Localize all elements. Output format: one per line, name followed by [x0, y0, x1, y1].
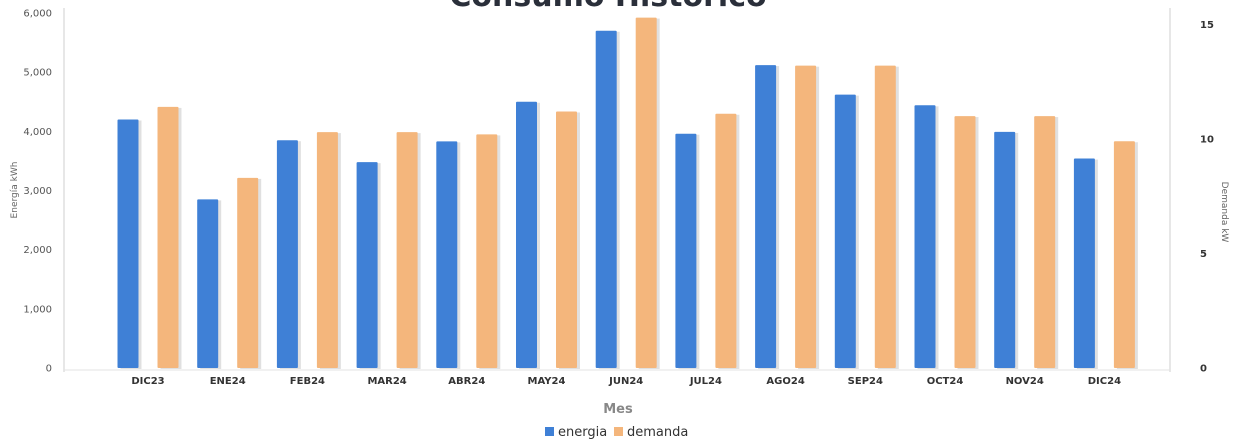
bar-energia — [914, 105, 936, 369]
bar-demanda — [396, 132, 418, 368]
bar-energia — [595, 30, 617, 368]
bar-demanda — [157, 106, 179, 368]
y-tick-label: 5,000 — [23, 68, 52, 79]
x-axis-label: Mes — [603, 402, 633, 417]
bar-energia — [994, 131, 1016, 368]
legend-label-energia: energia — [558, 425, 607, 440]
y-axis-label: Energía kWh — [10, 162, 20, 219]
x-tick-label: SEP24 — [848, 376, 883, 387]
bar-demanda — [1034, 116, 1056, 368]
bar-energia — [197, 199, 219, 368]
x-tick-label: MAY24 — [528, 376, 566, 387]
x-tick-label: DIC24 — [1088, 376, 1121, 387]
legend: energia demanda — [545, 425, 688, 440]
x-tick-label: DIC23 — [131, 376, 164, 387]
bar-demanda — [715, 113, 737, 368]
bar-energia — [675, 133, 697, 368]
x-tick-label: AGO24 — [766, 376, 804, 387]
bar-demanda — [556, 111, 577, 368]
bar-energia — [276, 140, 298, 368]
y-tick-label: 6,000 — [23, 9, 52, 20]
x-tick-label: JUN24 — [608, 376, 643, 387]
category-labels: DIC23 ENE24 FEB24 MAR24 ABR24 MAY24 JUN24 JUL24… — [131, 376, 1121, 387]
x-tick-label: OCT24 — [927, 376, 964, 387]
bar-energia — [436, 141, 458, 368]
y-tick-label: 3,000 — [23, 186, 52, 197]
x-tick-label: ABR24 — [448, 376, 485, 387]
y2-tick-label: 10 — [1200, 134, 1214, 145]
y-tick-label: 4,000 — [23, 127, 52, 138]
y2-tick-label: 0 — [1200, 364, 1207, 375]
bar-demanda — [1113, 141, 1135, 368]
legend-swatch-energia — [545, 427, 554, 436]
bar-demanda — [795, 65, 817, 368]
bar-energia — [1073, 158, 1095, 368]
bar-energia — [117, 119, 139, 368]
legend-label-demanda: demanda — [627, 425, 688, 440]
y2-axis-label: Demanda kW — [1219, 182, 1229, 243]
bar-series — [117, 17, 1138, 370]
bar-demanda — [476, 134, 498, 368]
x-tick-label: MAR24 — [367, 376, 406, 387]
y2-tick-label: 5 — [1200, 249, 1207, 260]
bar-energia — [356, 162, 378, 368]
right-axis-ticks: 0 5 10 15 — [1200, 20, 1214, 375]
y-tick-label: 1,000 — [23, 304, 52, 315]
x-tick-label: NOV24 — [1006, 376, 1044, 387]
x-tick-label: FEB24 — [290, 376, 325, 387]
bar-energia — [516, 101, 537, 368]
bar-demanda — [874, 65, 896, 368]
y2-tick-label: 15 — [1200, 20, 1214, 31]
bar-demanda — [316, 132, 338, 368]
bar-demanda — [237, 177, 259, 368]
bar-energia — [834, 94, 856, 369]
bar-demanda — [635, 17, 657, 368]
x-tick-label: ENE24 — [210, 376, 246, 387]
x-tick-label: JUL24 — [689, 376, 722, 387]
chart-title: Consumo Histórico — [449, 0, 766, 14]
legend-swatch-demanda — [614, 427, 623, 436]
bar-demanda — [954, 116, 976, 368]
left-axis-ticks: 0 1,000 2,000 3,000 4,000 5,000 6,000 — [23, 9, 52, 375]
y-tick-label: 0 — [46, 364, 52, 375]
bar-energia — [755, 65, 777, 369]
y-tick-label: 2,000 — [23, 245, 52, 256]
